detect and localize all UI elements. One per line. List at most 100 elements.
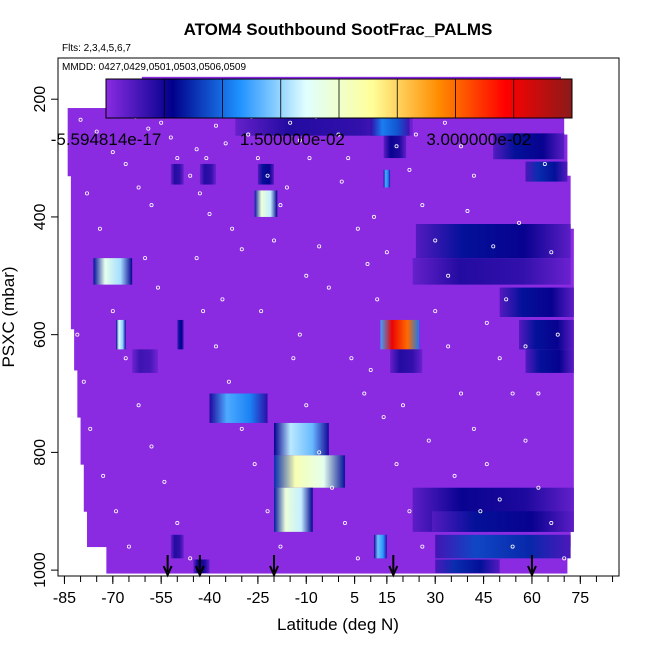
x-tick-label: -10: [295, 590, 318, 607]
colorbar-tick-label: 1.500000e-02: [240, 130, 345, 149]
heat-cell: [274, 487, 313, 532]
flights-note: Flts: 2,3,4,5,6,7: [62, 43, 131, 54]
sample-point: [304, 273, 309, 278]
sample-point: [342, 521, 347, 526]
sample-point: [88, 426, 93, 431]
heat-cell: [519, 319, 574, 350]
heat-cell: [170, 163, 184, 185]
sample-point: [230, 226, 235, 231]
sample-point: [381, 415, 386, 420]
sample-point: [252, 462, 257, 467]
x-tick-label: 45: [475, 590, 493, 607]
flight-marker-head: [162, 565, 173, 578]
sample-point: [226, 379, 231, 384]
sample-point: [484, 462, 489, 467]
sample-point: [278, 544, 283, 549]
sample-point: [484, 320, 489, 325]
heat-cell: [132, 349, 158, 373]
heat-cell: [432, 511, 574, 532]
sample-point: [194, 256, 199, 261]
x-tick-label: 15: [378, 590, 396, 607]
sample-point: [94, 129, 99, 134]
flight-marker-head: [388, 565, 399, 578]
sample-point: [259, 309, 264, 314]
sample-point: [491, 244, 496, 249]
sample-point: [536, 485, 541, 490]
sample-point: [549, 250, 554, 255]
heat-cell: [499, 287, 574, 317]
sample-point: [201, 309, 206, 314]
sample-point: [459, 391, 464, 396]
sample-point: [126, 544, 131, 549]
x-tick-label: 75: [571, 590, 589, 607]
heat-cell: [493, 133, 565, 160]
sample-point: [101, 473, 106, 478]
sample-point: [207, 211, 212, 216]
heat-cell: [235, 113, 413, 136]
y-tick-label: 600: [32, 321, 49, 348]
sample-point: [255, 156, 260, 161]
x-tick-label: -25: [246, 590, 269, 607]
sample-point: [123, 161, 128, 166]
sample-point: [400, 403, 405, 408]
sample-point: [246, 132, 251, 137]
y-tick-label: 200: [32, 86, 49, 113]
x-axis: -85 -70 -55 -40 -25 -10 5 15 30 45 60 75: [53, 576, 614, 607]
sample-point: [239, 247, 244, 252]
sample-points-layer: [75, 108, 567, 561]
sample-point: [336, 132, 341, 137]
heat-cell: [254, 190, 278, 217]
sample-point: [317, 244, 322, 249]
sample-point: [278, 203, 283, 208]
sample-point: [523, 344, 528, 349]
sample-point: [459, 144, 464, 149]
sample-point: [407, 167, 412, 172]
sample-point: [317, 450, 322, 455]
flight-marker-head: [527, 565, 537, 578]
sample-point: [304, 403, 309, 408]
sample-point: [549, 521, 554, 526]
colorbar-tick-label: 3.000000e-02: [426, 130, 531, 149]
sample-point: [384, 250, 389, 255]
colorbar-tick-label: -5.594814e-17: [51, 130, 162, 149]
sample-point: [471, 426, 476, 431]
sample-point: [239, 426, 244, 431]
heat-cell: [373, 534, 387, 559]
x-tick-label: 60: [523, 590, 541, 607]
x-tick-label: 30: [426, 590, 444, 607]
sample-point: [497, 356, 502, 361]
sample-point: [355, 556, 360, 561]
x-tick-label: -55: [150, 590, 173, 607]
heat-cell: [370, 113, 410, 136]
sample-point: [155, 285, 160, 290]
heat-cell: [435, 559, 500, 574]
heat-cell: [274, 422, 329, 456]
y-tick-label: 400: [32, 203, 49, 230]
sample-point: [213, 344, 218, 349]
sample-point: [478, 509, 483, 514]
sample-point: [297, 138, 302, 143]
sample-point: [326, 285, 331, 290]
sample-point: [272, 238, 277, 243]
sample-point: [368, 367, 373, 372]
sample-point: [162, 479, 167, 484]
heat-cell: [435, 534, 571, 559]
sample-point: [265, 173, 270, 178]
x-tick-label: -70: [101, 590, 124, 607]
sample-point: [297, 332, 302, 337]
sample-point: [465, 209, 470, 214]
sample-point: [339, 179, 344, 184]
heat-cell: [274, 455, 345, 488]
sample-point: [523, 438, 528, 443]
sample-point: [175, 521, 180, 526]
sample-point: [420, 544, 425, 549]
heat-cell: [257, 163, 275, 185]
sample-point: [81, 379, 86, 384]
sample-point: [149, 203, 154, 208]
domain-row: [70, 175, 571, 230]
sample-point: [555, 332, 560, 337]
sample-point: [220, 297, 225, 302]
heat-cell: [525, 161, 568, 182]
domain-row: [70, 287, 574, 330]
sample-point: [426, 438, 431, 443]
